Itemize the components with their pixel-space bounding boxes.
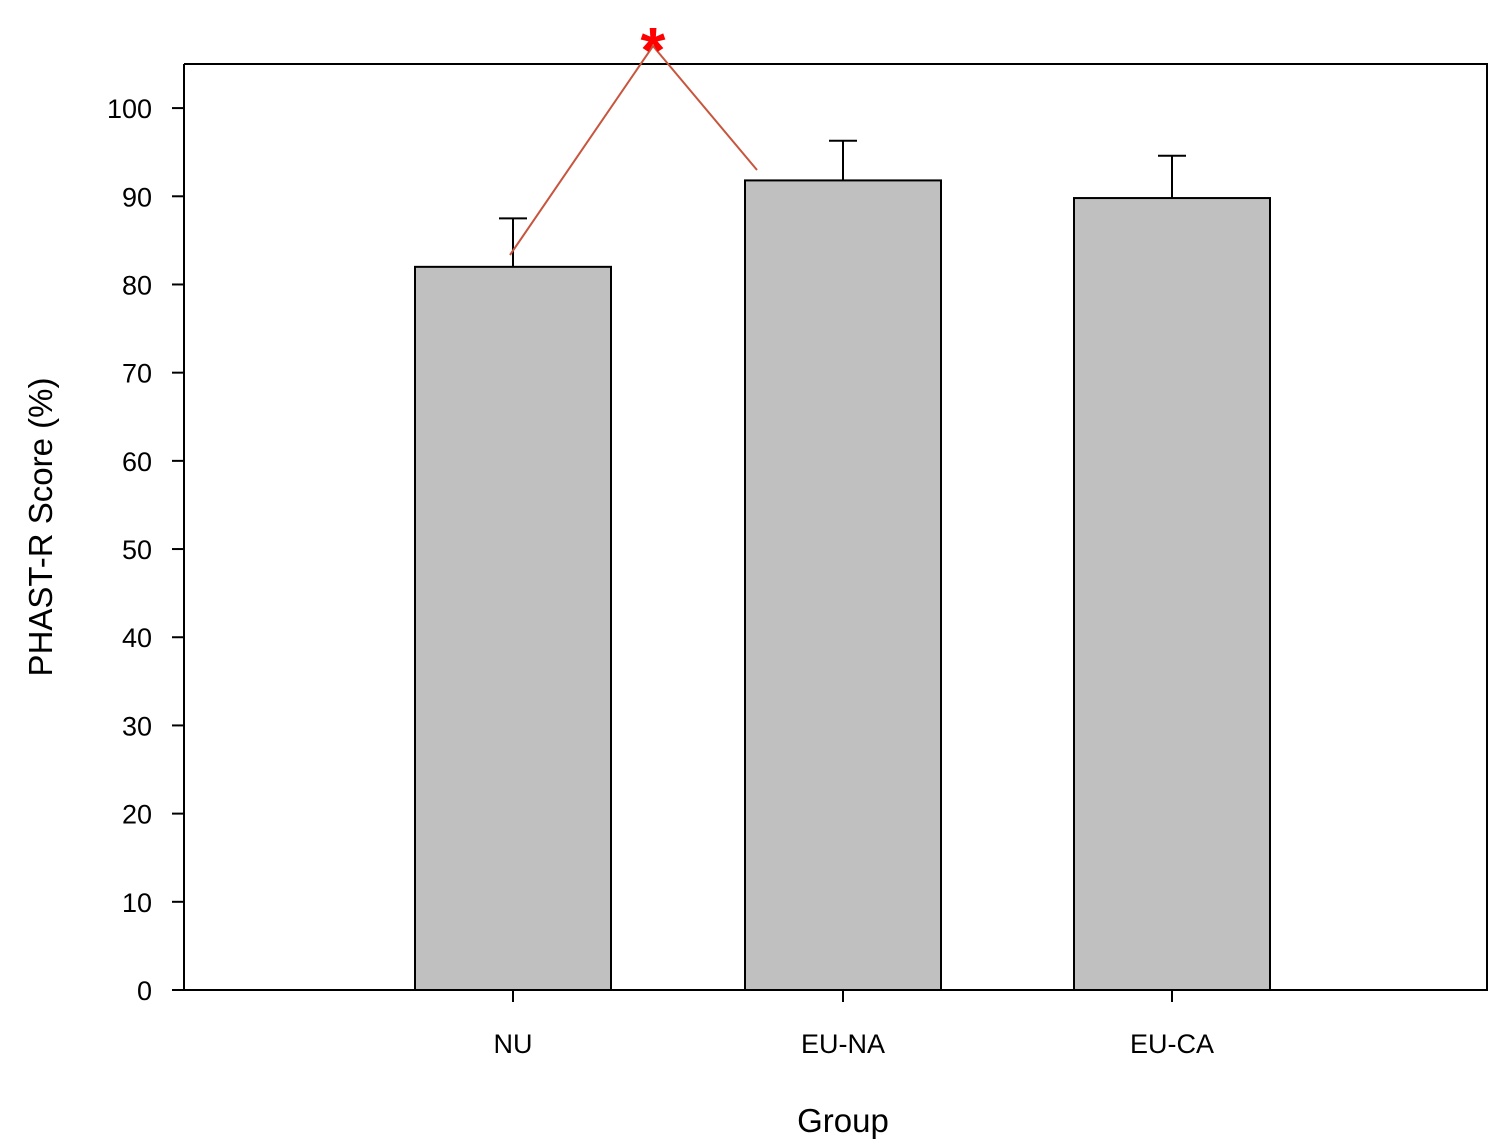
y-axis-title: PHAST-R Score (%) xyxy=(22,378,59,677)
y-tick-label: 40 xyxy=(122,623,152,653)
y-tick-label: 0 xyxy=(137,976,152,1006)
x-tick-label: EU-NA xyxy=(801,1029,885,1059)
significance-marker: * xyxy=(641,14,666,86)
bar-eu-ca xyxy=(1073,197,1271,992)
y-tick-label: 30 xyxy=(122,711,152,741)
y-tick-label: 100 xyxy=(107,94,152,124)
y-tick-label: 50 xyxy=(122,535,152,565)
x-tick-label: EU-CA xyxy=(1130,1029,1214,1059)
x-tick-label: NU xyxy=(494,1029,533,1059)
significance-bracket xyxy=(509,44,758,256)
y-tick-label: 70 xyxy=(122,359,152,389)
y-tick-label: 80 xyxy=(122,270,152,300)
bar-eu-na xyxy=(744,179,942,991)
y-tick-label: 90 xyxy=(122,182,152,212)
y-tick-label: 20 xyxy=(122,800,152,830)
bar-nu xyxy=(414,265,612,992)
y-tick-label: 60 xyxy=(122,447,152,477)
y-tick-label: 10 xyxy=(122,888,152,918)
x-axis-title: Group xyxy=(797,1102,889,1139)
